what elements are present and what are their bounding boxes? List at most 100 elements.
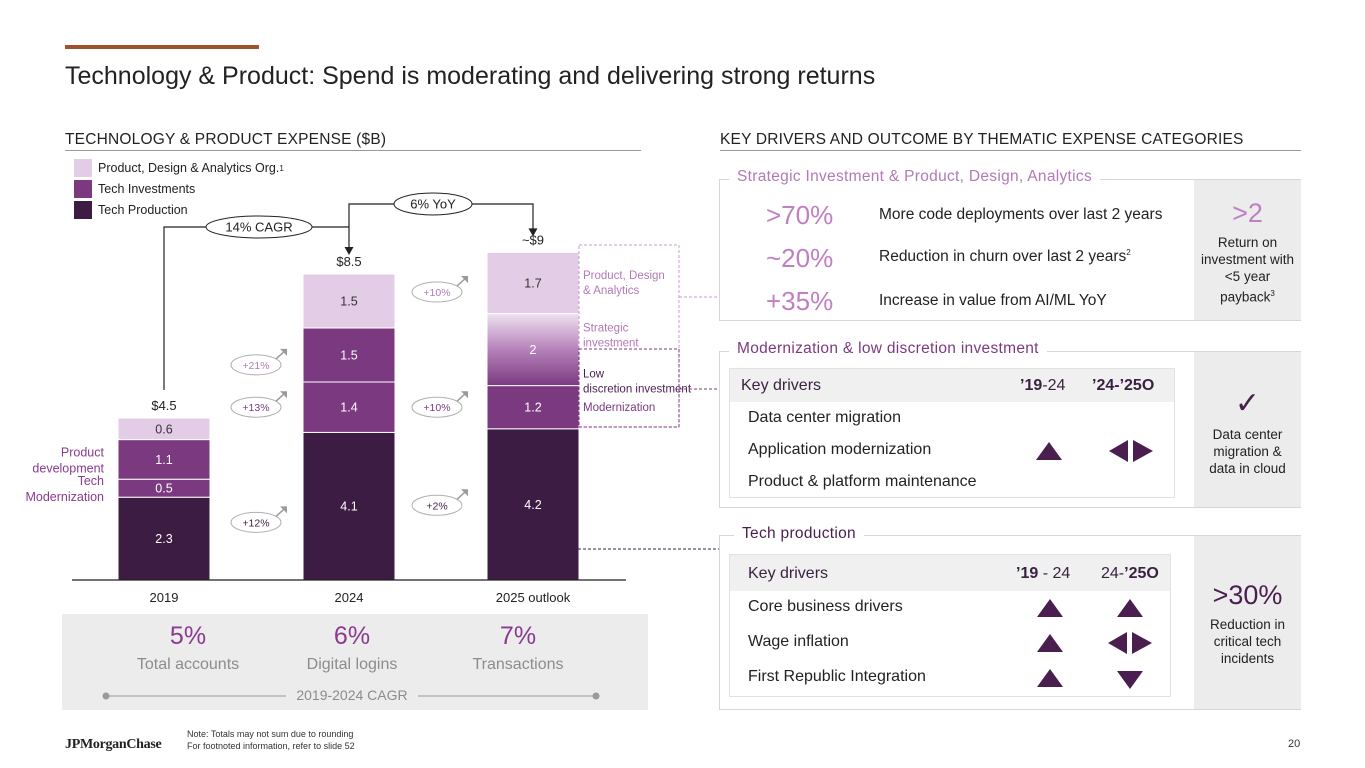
drivers-heading-rule [720,150,1301,151]
bar-segment [117,439,211,480]
production-table: Key drivers ’19 - 24 24-’25O Core busine… [729,554,1171,697]
modernization-header-col1: ’19-24 [1020,377,1065,395]
strategic-outcome-value: >2 [1232,198,1263,228]
chart-section-heading: TECHNOLOGY & PRODUCT EXPENSE ($B) [65,131,387,148]
check-icon: ✓ [1234,387,1261,420]
series-side-label: development [32,461,104,475]
strategic-text-churn-footnote: 2 [1126,248,1131,257]
growth-arrowhead [280,506,287,514]
cagr-panel: 5% Total accounts 6% Digital logins 7% T… [62,614,648,710]
legend-label-tech-investments: Tech Investments [98,182,196,196]
series-side-label: Tech [78,474,104,488]
footer-note-footnotes: For footnoted information, refer to slid… [187,741,355,751]
growth-label: +21% [242,360,269,372]
bar-segment [486,251,580,315]
cagr-value-transactions: 7% [499,622,537,650]
bar-segment [486,428,580,581]
modernization-row-appmod: Application modernization [748,441,932,458]
cagr-label-transactions: Transactions [472,656,564,673]
strategic-pct-churn: ~20% [766,243,834,273]
growth-bubble [411,396,463,418]
data-label: 1.5 [340,295,357,309]
segment-side-label: & Analytics [583,285,639,297]
data-label: 1.7 [524,277,541,291]
data-label: 1.1 [155,453,172,467]
bar-segment [302,273,396,329]
yoy-callout-label: 6% YoY [410,197,456,212]
legend-swatch-tech-production [74,201,92,219]
production-outcome-box: >30% Reduction in critical tech incident… [1194,536,1301,709]
legend-label-pda: Product, Design & Analytics Org. [98,161,280,175]
segment-side-label: Low [583,369,605,381]
production-header-col2-rest: 24- [1101,565,1125,582]
segment-side-label: investment [583,338,639,350]
bar-total-label: $4.5 [151,398,176,413]
data-label: 2.3 [155,532,172,546]
cagr-value-accounts: 5% [169,622,207,650]
expense-chart: 2.3 0.5 1.1 0.6 $4.5 2019 4.1 1.4 1.5 1.5 $8.5 2024… [25,192,692,605]
production-panel-title: Tech production [734,525,864,543]
growth-bubble [411,281,463,303]
footer-note-rounding: Note: Totals may not sum due to rounding [187,729,354,739]
cagr-value-logins: 6% [333,622,371,650]
growth-bubble [230,396,282,418]
segment-side-label: Strategic [583,323,629,335]
growth-label: +12% [242,517,269,529]
segment-side-label: discretion investment [583,384,692,396]
legend-swatch-pda [74,159,92,177]
data-label: 1.5 [340,349,357,363]
growth-bubble [230,511,282,533]
strategic-outcome-footnote: 3 [1270,289,1275,298]
modernization-panel: ✓ Data center migration & data in cloud … [719,351,1301,508]
page-title: Technology & Product: Spend is moderatin… [65,62,876,90]
x-tick-label: 2019 [150,590,179,605]
modernization-header-label: Key drivers [741,377,822,394]
production-header-col2: 24-’25O [1101,565,1159,583]
cagr-callout-label: 14% CAGR [225,220,292,235]
bar-segment [302,381,396,433]
production-header-label: Key drivers [748,565,829,582]
strategic-outcome-text: Return on investment with <5 year paybac… [1200,234,1295,306]
yoy-callout-bubble [393,192,473,216]
strategic-outcome-box: >2 Return on investment with <5 year pay… [1194,180,1301,320]
production-row-wage: Wage inflation [748,633,849,650]
growth-label: +10% [423,287,450,299]
trend-up-icon [1037,634,1063,652]
drivers-section-heading: KEY DRIVERS AND OUTCOME BY THEMATIC EXPE… [720,131,1244,148]
strategic-pct-deployments: >70% [766,200,834,230]
chart-heading-rule [65,150,641,151]
strategic-panel: >2 Return on investment with <5 year pay… [719,179,1301,321]
bar-total-label: ~$9 [522,232,544,247]
cagr-arrowhead [344,247,354,255]
page-number: 20 [1288,738,1301,750]
bar-segment [302,431,396,581]
growth-arrowhead [461,276,468,283]
modernization-row-maintenance: Product & platform maintenance [748,473,977,490]
x-tick-label: 2025 outlook [496,590,571,605]
cagr-footer-label: 2019-2024 CAGR [296,687,408,703]
data-label: 4.2 [524,498,541,512]
bar-segment [486,385,580,430]
production-header-col1: ’19 - 24 [1016,565,1070,583]
trend-up-icon [1117,599,1143,617]
data-label: 1.2 [524,401,541,415]
growth-arrowhead [280,348,287,356]
modernization-outcome-box: ✓ Data center migration & data in cloud [1194,352,1301,507]
growth-label: +13% [242,402,269,414]
legend-swatch-tech-investments [74,180,92,198]
trend-flat-icon [1108,632,1152,654]
data-label: 4.1 [340,500,357,514]
legend-footnote-pda: 1 [279,163,284,173]
jpmorganchase-logo: JPMorganChase [65,737,162,752]
production-outcome-value: >30% [1212,580,1283,610]
trend-up-icon [1037,669,1063,687]
strategic-text-deployments: More code deployments over last 2 years [879,206,1163,223]
trend-up-icon [1037,599,1063,617]
modernization-table: Key drivers ’19-24 ’24-’25O Data center … [729,368,1175,498]
production-header-col2-year: ’25O [1124,565,1159,582]
modernization-row-datacenter: Data center migration [748,409,901,426]
segment-side-label: Modernization [583,402,655,414]
cagr-timeline [102,692,600,700]
modernization-header-col2: ’24-’25O [1092,377,1155,394]
legend-item-tech-production: Tech Production [74,201,188,219]
